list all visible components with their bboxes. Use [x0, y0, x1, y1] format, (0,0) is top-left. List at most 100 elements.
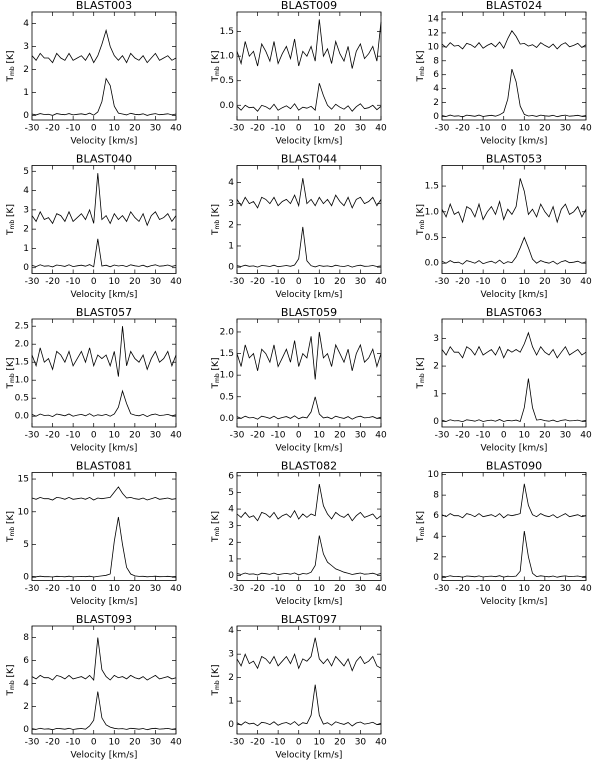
y-tick-label: 0.5	[220, 392, 234, 402]
x-tick-label: 30	[150, 738, 162, 748]
panel: BLAST053 -30 -20 -10 0 10 20 30 40 0.0 0.5 1.0 1.5 Ve…	[416, 153, 592, 301]
panel-title: BLAST044	[281, 153, 337, 166]
y-axis-label-part: mb	[9, 373, 16, 383]
y-tick-label: 8	[23, 633, 29, 643]
x-tick-label: 20	[129, 584, 141, 594]
x-axis-label: Velocity [km/s]	[276, 751, 343, 761]
y-tick-label: 2	[433, 362, 439, 372]
y-axis-label: Tmb [K]	[6, 204, 16, 236]
x-tick-label: 0	[296, 431, 302, 441]
y-tick-label: 0.5	[15, 394, 29, 404]
y-axis-label: Tmb [K]	[416, 511, 426, 543]
plot-frame	[236, 11, 382, 121]
y-axis-label-part: T	[211, 229, 221, 236]
x-tick-label: 20	[334, 124, 346, 134]
x-axis-label: Velocity [km/s]	[276, 137, 343, 147]
y-axis-label-part: T	[416, 536, 426, 543]
spectrum	[441, 531, 587, 578]
spectrum	[441, 30, 587, 50]
x-tick-label: -10	[271, 277, 286, 287]
x-axis-label: Velocity [km/s]	[481, 290, 548, 300]
y-tick-label: 1	[23, 244, 29, 254]
x-tick-label: -30	[230, 584, 245, 594]
y-tick-label: 2	[23, 65, 29, 75]
y-axis-label-part: [K]	[416, 204, 426, 220]
plot-frame	[441, 11, 587, 121]
y-tick-label: 2.5	[15, 322, 29, 332]
y-tick-label: 2	[433, 552, 439, 562]
x-axis-label: Velocity [km/s]	[71, 290, 138, 300]
y-tick-label: 0.0	[220, 414, 235, 424]
x-tick-label: -20	[250, 277, 265, 287]
x-tick-label: 0	[501, 584, 507, 594]
x-axis-label: Velocity [km/s]	[276, 290, 343, 300]
spectrum	[31, 389, 177, 418]
y-axis-label-part: T	[6, 536, 16, 543]
y-tick-label: 4	[433, 532, 439, 542]
panel-title: BLAST053	[486, 153, 542, 166]
y-tick-label: 0	[23, 573, 29, 583]
y-tick-label: 0	[228, 571, 234, 581]
y-axis-label-part: mb	[419, 220, 426, 230]
y-axis-label-part: mb	[214, 527, 221, 537]
y-axis-label: Tmb [K]	[416, 51, 426, 83]
x-tick-label: -10	[271, 124, 286, 134]
y-tick-label: 1.5	[220, 349, 234, 359]
panel-title: BLAST040	[76, 153, 132, 166]
y-tick-label: 5	[228, 488, 234, 498]
y-tick-label: 2	[23, 702, 29, 712]
plot-frame	[31, 318, 177, 428]
x-tick-label: 10	[314, 277, 326, 287]
panel: BLAST097 -30 -20 -10 0 10 20 30 40 0 1 2 3 4 Velocity …	[211, 613, 387, 761]
x-tick-label: 0	[501, 277, 507, 287]
spectrum	[236, 226, 382, 268]
spectrum	[31, 173, 177, 227]
y-tick-label: 1.0	[425, 207, 440, 217]
y-axis-label-part: T	[416, 75, 426, 82]
y-tick-label: 10	[428, 470, 440, 480]
x-tick-label: 0	[296, 277, 302, 287]
y-tick-label: 2	[23, 225, 29, 235]
y-tick-label: 0	[433, 573, 439, 583]
x-tick-label: 20	[129, 124, 141, 134]
x-axis-label: Velocity [km/s]	[276, 597, 343, 607]
x-tick-label: -10	[271, 431, 286, 441]
y-axis-label-part: [K]	[416, 511, 426, 527]
x-tick-label: -10	[271, 738, 286, 748]
x-tick-label: 40	[375, 738, 387, 748]
y-axis-label-part: mb	[214, 66, 221, 76]
y-tick-label: 2	[433, 98, 439, 108]
x-tick-label: -30	[25, 124, 40, 134]
x-tick-label: 10	[519, 277, 531, 287]
panel: BLAST057 -30 -20 -10 0 10 20 30 40 0.0 0.5 1.0 1.5 2.…	[6, 306, 182, 454]
plot-frame	[31, 472, 177, 581]
y-tick-label: 0	[433, 112, 439, 122]
x-tick-label: 20	[334, 584, 346, 594]
y-tick-label: 1.0	[15, 376, 30, 386]
x-tick-label: -10	[476, 277, 491, 287]
y-tick-label: 2	[228, 220, 234, 230]
y-tick-label: 0.0	[425, 259, 440, 269]
spectrum	[31, 238, 177, 268]
spectrum	[236, 535, 382, 576]
y-axis-label-part: [K]	[211, 51, 221, 67]
panel: BLAST081 -30 -20 -10 0 10 20 30 40 0 5 10 15 Velocity…	[6, 460, 182, 608]
y-axis-label: Tmb [K]	[211, 358, 221, 390]
x-tick-label: 0	[91, 431, 97, 441]
x-tick-label: 0	[91, 584, 97, 594]
y-axis-label-part: mb	[214, 220, 221, 230]
y-axis-label: Tmb [K]	[6, 358, 16, 390]
y-tick-label: 1.0	[220, 52, 235, 62]
x-tick-label: -10	[66, 584, 81, 594]
y-tick-label: 3	[23, 42, 29, 52]
x-axis-label: Velocity [km/s]	[71, 751, 138, 761]
panel: BLAST009 -30 -20 -10 0 10 20 30 40 0.0 0.5 1.0 1.5 Ve…	[211, 0, 387, 147]
x-tick-label: -30	[25, 738, 40, 748]
x-tick-label: 10	[519, 431, 531, 441]
x-tick-label: -10	[476, 431, 491, 441]
plot-frame	[441, 165, 587, 274]
y-tick-label: 4	[23, 186, 29, 196]
panel: BLAST093 -30 -20 -10 0 10 20 30 40 0 2 4 6 8 Velocity …	[6, 613, 182, 761]
x-tick-label: -30	[435, 124, 450, 134]
